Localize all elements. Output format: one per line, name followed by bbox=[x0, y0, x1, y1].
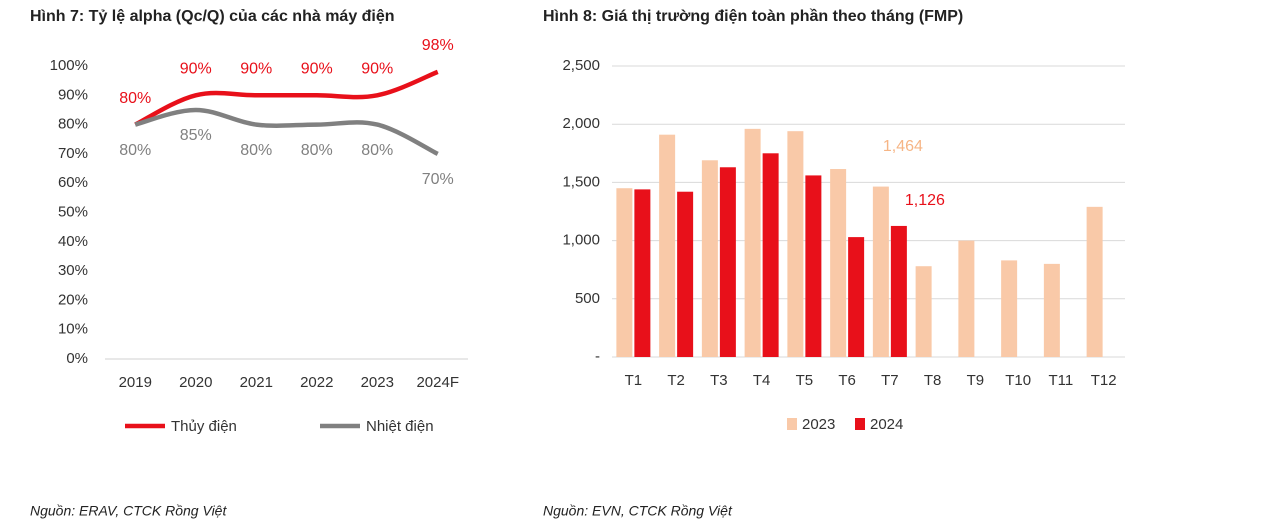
chart-title: Hình 8: Giá thị trường điện toàn phần th… bbox=[543, 8, 963, 25]
y-tick-label: 70% bbox=[58, 145, 88, 162]
data-label: 1,464 bbox=[883, 138, 923, 155]
bar bbox=[701, 160, 718, 357]
bar bbox=[1086, 206, 1103, 357]
bar bbox=[805, 175, 822, 357]
y-tick-label: 30% bbox=[58, 262, 88, 279]
bar bbox=[719, 167, 736, 357]
y-tick-label: 20% bbox=[58, 291, 88, 308]
bar bbox=[915, 266, 932, 357]
x-tick-label: T1 bbox=[625, 372, 643, 389]
data-label: 80% bbox=[240, 142, 272, 159]
data-label: 98% bbox=[422, 37, 454, 54]
x-tick-label: T7 bbox=[881, 372, 899, 389]
bar bbox=[634, 189, 651, 357]
bar bbox=[890, 225, 907, 357]
line bbox=[134, 107, 439, 156]
y-tick-label: 0% bbox=[66, 350, 88, 367]
y-tick-label: 40% bbox=[58, 233, 88, 250]
y-tick-label: - bbox=[595, 348, 600, 365]
bar bbox=[744, 128, 761, 357]
x-tick-label: 2023 bbox=[361, 374, 394, 391]
x-tick-label: T12 bbox=[1091, 372, 1117, 389]
data-label: 80% bbox=[301, 142, 333, 159]
data-label: 85% bbox=[180, 127, 212, 144]
y-tick-label: 100% bbox=[50, 57, 88, 74]
data-label: 1,126 bbox=[905, 192, 945, 209]
bar bbox=[958, 240, 975, 357]
y-tick-label: 500 bbox=[575, 290, 600, 307]
source: Nguồn: EVN, CTCK Rồng Việt bbox=[543, 503, 733, 519]
x-tick-label: T6 bbox=[838, 372, 856, 389]
y-tick-label: 90% bbox=[58, 86, 88, 103]
data-label: 70% bbox=[422, 171, 454, 188]
bar bbox=[872, 186, 889, 357]
x-tick-label: T2 bbox=[667, 372, 685, 389]
legend-swatch bbox=[855, 418, 865, 430]
bar bbox=[1043, 263, 1060, 357]
legend-label: Nhiệt điện bbox=[366, 418, 434, 435]
y-tick-label: 1,000 bbox=[562, 232, 600, 249]
bar bbox=[616, 188, 633, 357]
y-tick-label: 1,500 bbox=[562, 173, 600, 190]
y-tick-label: 80% bbox=[58, 116, 88, 133]
bar bbox=[1001, 260, 1018, 357]
bar bbox=[677, 191, 694, 357]
y-tick-label: 2,500 bbox=[562, 57, 600, 74]
y-tick-label: 50% bbox=[58, 203, 88, 220]
data-label: 80% bbox=[361, 142, 393, 159]
x-tick-label: T8 bbox=[924, 372, 942, 389]
x-tick-label: T11 bbox=[1049, 372, 1074, 389]
bar bbox=[659, 134, 676, 357]
bar bbox=[762, 153, 779, 357]
bar bbox=[787, 131, 804, 357]
chart-title: Hình 7: Tỷ lệ alpha (Qc/Q) của các nhà m… bbox=[30, 8, 395, 25]
x-tick-label: 2020 bbox=[179, 374, 212, 391]
data-label: 90% bbox=[361, 61, 393, 78]
legend-swatch bbox=[787, 418, 797, 430]
x-tick-label: T10 bbox=[1005, 372, 1031, 389]
line bbox=[134, 69, 439, 127]
legend-label: 2023 bbox=[802, 416, 835, 433]
bar bbox=[848, 237, 865, 357]
legend-label: 2024 bbox=[870, 416, 903, 433]
y-tick-label: 10% bbox=[58, 321, 88, 338]
x-tick-label: 2024F bbox=[416, 374, 459, 391]
x-tick-label: T5 bbox=[796, 372, 814, 389]
x-tick-label: T4 bbox=[753, 372, 771, 389]
y-tick-label: 2,000 bbox=[562, 115, 600, 132]
y-tick-label: 60% bbox=[58, 174, 88, 191]
bar bbox=[830, 169, 847, 357]
x-tick-label: T9 bbox=[967, 372, 985, 389]
source: Nguồn: ERAV, CTCK Rồng Việt bbox=[30, 503, 227, 519]
data-label: 80% bbox=[119, 90, 151, 107]
x-tick-label: 2021 bbox=[240, 374, 273, 391]
data-label: 90% bbox=[240, 61, 272, 78]
x-tick-label: 2022 bbox=[300, 374, 333, 391]
legend-label: Thủy điện bbox=[171, 418, 237, 435]
x-tick-label: T3 bbox=[710, 372, 728, 389]
data-label: 80% bbox=[119, 142, 151, 159]
data-label: 90% bbox=[180, 61, 212, 78]
x-tick-label: 2019 bbox=[119, 374, 152, 391]
data-label: 90% bbox=[301, 61, 333, 78]
